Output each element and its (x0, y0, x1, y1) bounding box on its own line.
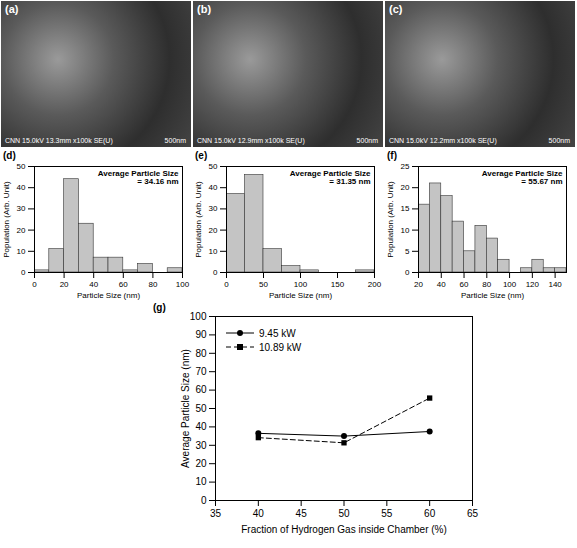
svg-text:120: 120 (526, 280, 540, 289)
svg-text:0: 0 (32, 280, 37, 289)
svg-text:10: 10 (209, 247, 218, 256)
svg-text:20: 20 (195, 458, 207, 469)
svg-text:100: 100 (176, 280, 190, 289)
svg-text:Population (Arb. Unit): Population (Arb. Unit) (2, 181, 11, 258)
svg-text:40: 40 (195, 421, 207, 432)
svg-text:40: 40 (17, 183, 26, 192)
svg-text:Particle Size (nm): Particle Size (nm) (461, 291, 524, 300)
svg-text:60: 60 (119, 280, 128, 289)
svg-text:30: 30 (209, 204, 218, 213)
html-text:CNN 15.0kV 13.3mm x100k SE(U): CNN 15.0kV 13.3mm x100k SE(U) (5, 137, 113, 144)
svg-text:0: 0 (213, 268, 218, 277)
svg-text:Particle Size (nm): Particle Size (nm) (269, 291, 332, 300)
svg-text:0: 0 (21, 268, 26, 277)
svg-text:20: 20 (414, 280, 423, 289)
svg-text:Average Particle Size= 31.35 n: Average Particle Size= 31.35 nm (290, 169, 371, 186)
svg-text:80: 80 (148, 280, 157, 289)
svg-text:50: 50 (338, 508, 350, 519)
svg-text:60: 60 (424, 508, 436, 519)
svg-text:Fraction of Hydrogen Gas insid: Fraction of Hydrogen Gas inside Chamber … (241, 524, 447, 535)
svg-text:Particle Size (nm): Particle Size (nm) (77, 291, 140, 300)
svg-text:50: 50 (17, 162, 26, 171)
svg-text:0: 0 (201, 495, 207, 506)
svg-text:10: 10 (401, 226, 410, 235)
html-text:(e): (e) (195, 150, 208, 161)
html-text:10.89 kW: 10.89 kW (259, 341, 302, 353)
svg-text:30: 30 (195, 440, 207, 451)
svg-text:40: 40 (209, 183, 218, 192)
svg-text:Population (Arb. Unit): Population (Arb. Unit) (386, 181, 395, 258)
svg-text:45: 45 (296, 508, 308, 519)
svg-text:10: 10 (17, 247, 26, 256)
html-text:500nm: 500nm (164, 137, 186, 144)
svg-text:35: 35 (210, 508, 222, 519)
svg-text:100: 100 (190, 311, 207, 322)
html-text:500nm: 500nm (356, 137, 378, 144)
svg-text:40: 40 (89, 280, 98, 289)
html-text:(d): (d) (3, 150, 16, 161)
svg-text:55: 55 (381, 508, 393, 519)
svg-text:60: 60 (195, 384, 207, 395)
html-text:500nm: 500nm (548, 137, 570, 144)
html-text:CNN 15.0kV 12.9mm x100k SE(U): CNN 15.0kV 12.9mm x100k SE(U) (197, 137, 305, 144)
html-text:(g): (g) (153, 302, 166, 313)
svg-text:50: 50 (259, 280, 268, 289)
svg-text:20: 20 (209, 226, 218, 235)
svg-text:Average Particle Size= 55.67 n: Average Particle Size= 55.67 nm (482, 169, 563, 186)
html-text:(c): (c) (389, 3, 403, 15)
html-text:CNN 15.0kV 12.2mm x100k SE(U): CNN 15.0kV 12.2mm x100k SE(U) (389, 137, 497, 144)
svg-text:100: 100 (503, 280, 517, 289)
svg-text:65: 65 (467, 508, 479, 519)
svg-text:70: 70 (195, 366, 207, 377)
svg-text:60: 60 (460, 280, 469, 289)
svg-text:Average Particle Size= 34.16 n: Average Particle Size= 34.16 nm (98, 169, 179, 186)
svg-text:90: 90 (195, 329, 207, 340)
svg-text:200: 200 (368, 280, 382, 289)
html-text:9.45 kW: 9.45 kW (259, 327, 296, 339)
html-text:(b): (b) (197, 3, 211, 15)
svg-text:150: 150 (331, 280, 345, 289)
svg-text:80: 80 (195, 348, 207, 359)
svg-text:Population (Arb. Unit): Population (Arb. Unit) (194, 181, 203, 258)
svg-text:15: 15 (401, 204, 410, 213)
svg-text:10: 10 (195, 476, 207, 487)
svg-text:20: 20 (60, 280, 69, 289)
svg-text:40: 40 (253, 508, 265, 519)
svg-text:0: 0 (224, 280, 229, 289)
svg-text:0: 0 (405, 268, 410, 277)
svg-text:25: 25 (401, 162, 410, 171)
svg-text:20: 20 (401, 183, 410, 192)
svg-text:50: 50 (209, 162, 218, 171)
svg-text:20: 20 (17, 226, 26, 235)
svg-text:Average Particle Size (nm): Average Particle Size (nm) (180, 349, 191, 468)
html-text:(a): (a) (5, 3, 19, 15)
html-text:(f): (f) (387, 150, 397, 161)
svg-text:30: 30 (17, 204, 26, 213)
svg-text:100: 100 (294, 280, 308, 289)
svg-text:40: 40 (437, 280, 446, 289)
svg-text:80: 80 (482, 280, 491, 289)
svg-text:140: 140 (548, 280, 562, 289)
svg-text:50: 50 (195, 403, 207, 414)
svg-text:5: 5 (405, 247, 410, 256)
